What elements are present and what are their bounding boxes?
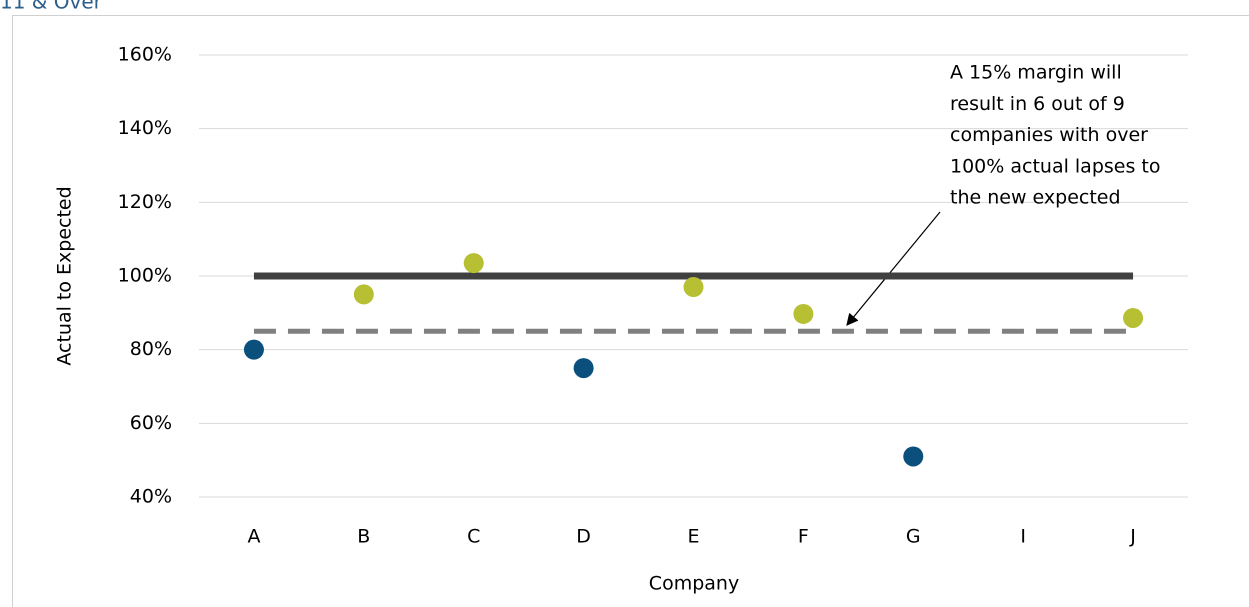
y-tick-label: 80% — [130, 338, 172, 360]
x-tick-label: F — [798, 526, 809, 548]
annotation-text: the new expected — [950, 187, 1121, 209]
point — [463, 253, 484, 274]
annotation-text: result in 6 out of 9 — [950, 93, 1125, 115]
point — [243, 339, 264, 360]
x-tick-label: B — [357, 526, 370, 548]
point — [1123, 307, 1144, 328]
chart-title: 11 & Over — [0, 0, 103, 14]
x-tick-label: C — [467, 526, 480, 548]
point — [573, 358, 594, 379]
y-axis-label: Actual to Expected — [54, 186, 76, 365]
point — [683, 277, 704, 298]
x-tick-label: A — [247, 526, 260, 548]
x-tick-label: E — [687, 526, 699, 548]
x-tick-label: I — [1020, 526, 1026, 548]
annotation-text: 100% actual lapses to — [950, 155, 1160, 177]
x-tick-label: J — [1129, 526, 1136, 548]
y-tick-label: 140% — [118, 117, 172, 139]
x-tick-label: G — [906, 526, 921, 548]
point — [353, 284, 374, 305]
chart-border — [12, 15, 1249, 607]
y-tick-label: 40% — [130, 486, 172, 508]
y-tick-label: 120% — [118, 191, 172, 213]
annotation-text: companies with over — [950, 124, 1148, 146]
point — [793, 303, 814, 324]
point — [903, 446, 924, 467]
annotation-text: A 15% margin will — [950, 62, 1122, 84]
y-tick-label: 60% — [130, 412, 172, 434]
y-tick-label: 100% — [118, 265, 172, 287]
annotation-arrow — [846, 211, 941, 326]
x-axis-label: Company — [649, 573, 739, 595]
y-tick-label: 160% — [118, 44, 172, 66]
x-tick-label: D — [576, 526, 591, 548]
